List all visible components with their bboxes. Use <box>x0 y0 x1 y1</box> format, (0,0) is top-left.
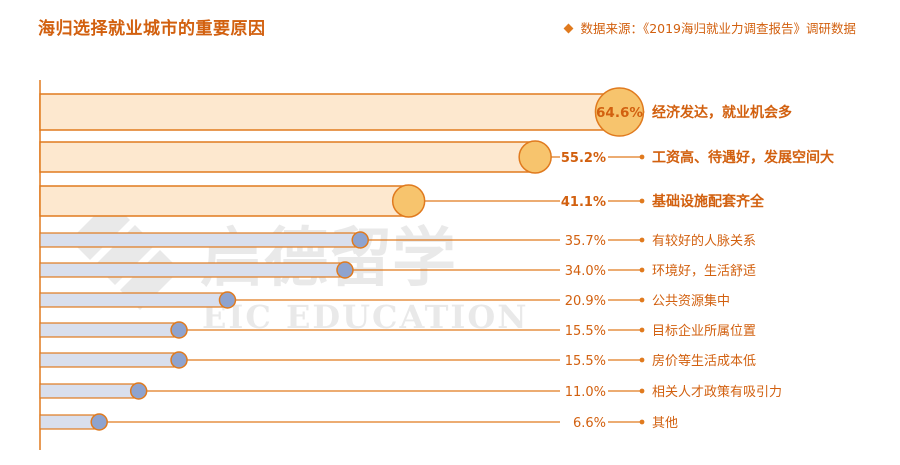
chart-title: 海归选择就业城市的重要原因 <box>38 19 266 39</box>
value-label-4: 35.7% <box>565 234 606 249</box>
leader-dot-8 <box>639 357 645 363</box>
value-label-bg-6 <box>560 291 608 309</box>
leader-dot-6 <box>639 297 645 303</box>
category-label-9: 相关人才政策有吸引力 <box>652 384 782 400</box>
category-label-1: 经济发达，就业机会多 <box>652 104 792 121</box>
category-label-3: 基础设施配套齐全 <box>652 193 765 210</box>
value-label-bg-5 <box>560 261 608 279</box>
category-label-5: 环境好，生活舒适 <box>652 264 756 279</box>
bar-5 <box>39 262 346 278</box>
bar-7 <box>39 322 180 338</box>
bar-end-circle-4 <box>351 231 369 249</box>
bar-end-circle-9 <box>129 382 148 400</box>
value-label-5: 34.0% <box>565 264 606 279</box>
bar-end-circle-7 <box>170 321 188 339</box>
value-label-3: 41.1% <box>561 195 606 210</box>
bar-end-circle-1 <box>594 87 645 137</box>
bar-end-circle-8 <box>170 351 188 369</box>
value-label-bg-10 <box>560 413 608 431</box>
value-label-7: 15.5% <box>565 324 606 339</box>
leader-dot-3 <box>639 198 645 204</box>
category-label-7: 目标企业所属位置 <box>652 323 756 339</box>
category-label-4: 有较好的人脉关系 <box>652 233 756 249</box>
category-label-10: 其他 <box>652 416 678 431</box>
leader-dot-9 <box>639 388 645 394</box>
value-label-bg-9 <box>560 382 608 400</box>
value-label-bg-7 <box>560 321 608 339</box>
category-label-8: 房价等生活成本低 <box>652 353 756 369</box>
value-label-2: 55.2% <box>561 151 606 166</box>
value-label-bg-8 <box>560 351 608 369</box>
value-label-9: 11.0% <box>565 385 606 400</box>
bar-end-circle-5 <box>336 261 354 279</box>
bar-1 <box>39 93 621 131</box>
bar-8 <box>39 352 180 368</box>
data-source-note: 数据来源：《2019海归就业力调查报告》调研数据 <box>563 18 856 37</box>
value-label-bg-2 <box>560 148 608 166</box>
value-label-bg-3 <box>560 192 608 210</box>
value-label-1: 64.6% <box>596 105 643 121</box>
value-label-bg-4 <box>560 231 608 249</box>
leader-dot-2 <box>639 154 645 160</box>
data-source-text: 数据来源：《2019海归就业力调查报告》调研数据 <box>580 21 856 36</box>
leader-dot-10 <box>639 419 645 425</box>
bar-9 <box>39 383 140 399</box>
category-label-2: 工资高、待遇好，发展空间大 <box>652 149 834 166</box>
leader-dot-7 <box>639 327 645 333</box>
bar-end-circle-6 <box>218 291 237 309</box>
leader-dot-5 <box>639 267 645 273</box>
bar-end-circle-2 <box>518 140 552 174</box>
category-label-6: 公共资源集中 <box>652 293 730 309</box>
bar-end-circle-10 <box>90 413 108 431</box>
bar-end-circle-3 <box>391 184 426 218</box>
bar-6 <box>39 292 229 308</box>
value-label-8: 15.5% <box>565 354 606 369</box>
leader-dot-4 <box>639 237 645 243</box>
bar-4 <box>39 232 361 248</box>
bar-3 <box>39 185 410 217</box>
value-label-10: 6.6% <box>573 416 606 431</box>
bar-10 <box>39 414 100 430</box>
bar-2 <box>39 141 536 173</box>
chart-bars: 64.6% 经济发达，就业机会多 55.2% 工资高、待遇好，发展空间大 41.1% 基础… <box>39 87 834 431</box>
value-label-6: 20.9% <box>565 294 606 309</box>
